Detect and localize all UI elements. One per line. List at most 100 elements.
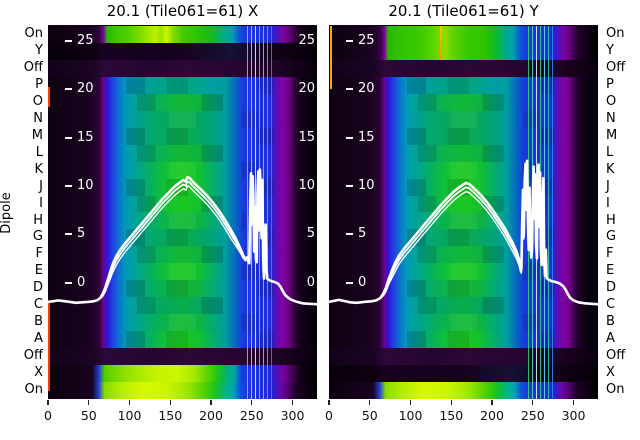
inner-ytick-label-right: 10 bbox=[298, 178, 315, 194]
power-curve bbox=[329, 159, 598, 306]
heatmap-row bbox=[329, 365, 598, 383]
tick-value: 5 bbox=[77, 226, 86, 242]
heatmap-row bbox=[48, 76, 317, 94]
x-tick-label: 150 bbox=[158, 408, 183, 423]
tick-value: 10 bbox=[298, 177, 315, 193]
dipole-label: O bbox=[32, 93, 43, 109]
dipole-label: I bbox=[39, 195, 43, 211]
tick-value: 15 bbox=[298, 129, 315, 145]
heatmap-row bbox=[329, 144, 598, 162]
x-tick-label: 100 bbox=[117, 408, 142, 423]
heatmap-row bbox=[329, 93, 598, 111]
dipole-label: F bbox=[606, 246, 614, 262]
tick-value: 20 bbox=[358, 81, 375, 97]
dipole-label: P bbox=[606, 76, 614, 92]
dipole-label: Off bbox=[606, 348, 626, 364]
dipole-label: Off bbox=[23, 59, 43, 75]
inner-ytick-label-right: 0 bbox=[307, 275, 315, 291]
dipole-label: D bbox=[606, 280, 617, 296]
heatmap-row bbox=[329, 42, 598, 60]
dipole-label: L bbox=[35, 144, 43, 160]
tick-dash bbox=[346, 233, 353, 236]
tick-value: 15 bbox=[358, 129, 375, 145]
dipole-label: G bbox=[32, 229, 43, 245]
dipole-label: D bbox=[32, 280, 43, 296]
dipole-label: X bbox=[34, 365, 43, 381]
dipole-label: H bbox=[33, 212, 43, 228]
dipole-label: Y bbox=[35, 42, 43, 58]
x-tick-mark bbox=[128, 400, 131, 405]
rfi-stripe bbox=[551, 26, 553, 399]
x-tick-label: 150 bbox=[439, 408, 464, 423]
dipole-label: B bbox=[606, 314, 615, 330]
heatmap-row bbox=[329, 314, 598, 332]
inner-ytick-label-left: 20 bbox=[346, 81, 375, 97]
dipole-label: M bbox=[606, 127, 618, 143]
dipole-label: F bbox=[35, 246, 43, 262]
tick-value: 25 bbox=[358, 33, 375, 48]
tick-dash bbox=[346, 88, 353, 91]
tick-value: 5 bbox=[358, 226, 367, 242]
x-tick-label: 50 bbox=[361, 408, 378, 423]
dipole-label: X bbox=[606, 365, 615, 381]
dipole-label: N bbox=[33, 110, 43, 126]
dipole-label: K bbox=[34, 161, 43, 177]
heatmap-row bbox=[48, 59, 317, 77]
tick-dash bbox=[65, 40, 72, 42]
heatmap-row bbox=[48, 382, 317, 399]
heatmap-row bbox=[329, 26, 598, 43]
x-tick-label: 100 bbox=[398, 408, 423, 423]
x-tick-label: 250 bbox=[520, 408, 545, 423]
tick-value: 0 bbox=[77, 274, 86, 290]
heatmap-row bbox=[48, 280, 317, 298]
power-curve-line bbox=[48, 168, 317, 306]
tick-dash bbox=[65, 233, 72, 236]
heatmap-row bbox=[329, 348, 598, 366]
x-tick-label: 200 bbox=[480, 408, 504, 423]
inner-ytick-label-left: 25 bbox=[65, 33, 94, 49]
tick-dash bbox=[346, 184, 353, 187]
dipole-label: K bbox=[606, 161, 615, 177]
dipole-label: A bbox=[606, 331, 615, 347]
heatmap-row bbox=[329, 331, 598, 349]
heatmap-row bbox=[48, 93, 317, 111]
dipole-label: Off bbox=[23, 348, 43, 364]
tick-dash bbox=[65, 281, 72, 284]
dipole-label: O bbox=[606, 93, 617, 109]
saturation-marker-line bbox=[48, 301, 51, 391]
tick-dash bbox=[65, 88, 72, 91]
dipole-label: P bbox=[35, 76, 43, 92]
dipole-label: On bbox=[24, 26, 43, 41]
saturation-marker-line bbox=[329, 26, 332, 89]
heatmap-row bbox=[48, 26, 317, 43]
x-tick-label: 50 bbox=[80, 408, 97, 423]
inner-ytick-label-right: 20 bbox=[298, 81, 315, 97]
inner-ytick-label-left: 5 bbox=[346, 226, 366, 242]
heatmap-row bbox=[48, 144, 317, 162]
tick-value: 10 bbox=[358, 177, 375, 193]
panel-x-title: 20.1 (Tile061=61) X bbox=[106, 2, 259, 20]
inner-ytick-label-right: 5 bbox=[307, 226, 315, 242]
tick-dash bbox=[346, 281, 353, 284]
x-tick-mark bbox=[251, 400, 253, 405]
heatmap-row bbox=[329, 263, 598, 281]
heatmap-row bbox=[329, 110, 598, 128]
heatmap-rows bbox=[329, 26, 598, 399]
x-tick-label: 300 bbox=[561, 408, 586, 423]
heatmap-row bbox=[48, 314, 317, 332]
tick-value: 20 bbox=[298, 81, 315, 97]
panel-y-title: 20.1 (Tile061=61) Y bbox=[388, 2, 539, 20]
x-tick-mark bbox=[291, 400, 294, 405]
dipole-label: C bbox=[606, 297, 616, 313]
x-tick-label: 250 bbox=[239, 408, 264, 423]
saturated-channel-streak bbox=[439, 26, 442, 60]
rfi-stripe bbox=[270, 26, 272, 399]
x-tick-mark bbox=[47, 400, 49, 405]
tick-value: 5 bbox=[306, 226, 315, 242]
x-tick-mark bbox=[532, 400, 534, 405]
heatmap-row bbox=[48, 365, 317, 383]
dipole-label: A bbox=[34, 331, 43, 347]
inner-ytick-label-left: 0 bbox=[346, 275, 366, 291]
inner-ytick-label-left: 20 bbox=[65, 81, 94, 97]
dipole-label: E bbox=[34, 263, 43, 279]
